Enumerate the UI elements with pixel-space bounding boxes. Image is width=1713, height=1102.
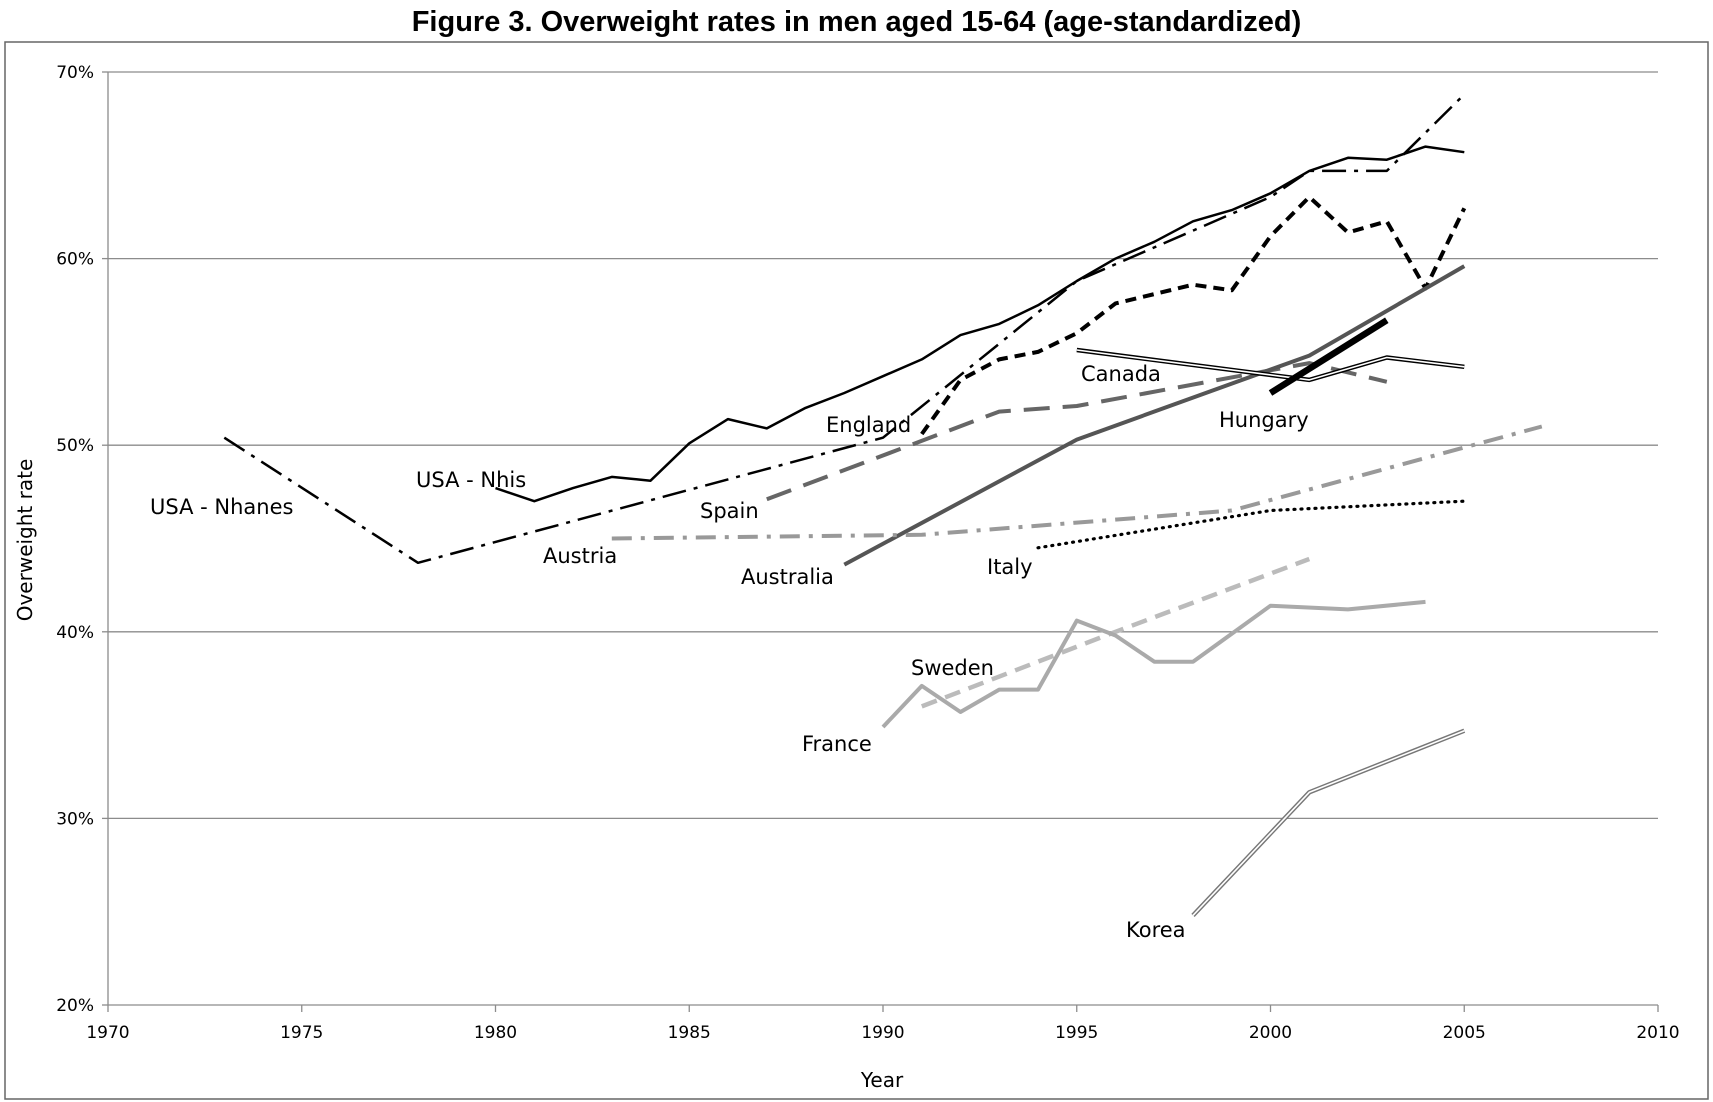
x-tick-label: 1995 [1055,1023,1098,1043]
chart-frame [4,41,1709,1100]
series-label-england: England [826,413,911,437]
series-line-usa-nhanes [223,93,1466,565]
x-tick-label: 1980 [474,1023,517,1043]
series-label-australia: Australia [741,565,834,589]
y-tick-label: 70% [56,63,94,83]
x-axis-title: Year [860,1068,904,1092]
y-tick-label: 60% [56,250,94,270]
series-label-italy: Italy [987,555,1033,579]
series-labels: USA - Nhanes USA - Nhis England Spain Austra… [150,362,1309,942]
series-line-france [881,599,1426,729]
series-line-australia [843,264,1466,567]
series-line-korea [1191,728,1466,917]
series-lines [223,93,1543,917]
x-tick-label: 1985 [668,1023,711,1043]
x-tick-label: 2005 [1443,1023,1486,1043]
series-label-austria: Austria [543,544,617,568]
series-label-usa-nhis: USA - Nhis [416,468,526,492]
y-axis-title: Overweight rate [13,459,37,622]
series-label-hungary: Hungary [1219,408,1309,432]
x-tick-label: 1970 [86,1023,129,1043]
x-tick-label: 1975 [280,1023,323,1043]
series-label-france: France [802,732,872,756]
series-label-korea: Korea [1126,918,1186,942]
y-tick-label: 40% [56,623,94,643]
y-tick-label: 50% [56,436,94,456]
gridlines [108,71,1658,820]
series-label-spain: Spain [700,499,759,523]
series-label-usa-nhanes: USA - Nhanes [150,495,293,519]
series-line-usa-nhis [495,145,1465,503]
x-tick-label: 1990 [861,1023,904,1043]
series-line-england [920,195,1467,436]
x-tick-label: 2010 [1636,1023,1679,1043]
series-line-austria [611,424,1543,541]
axes: 20% 30% 40% 50% 60% 70% 1970 1975 1980 1985 1990 19… [56,63,1679,1043]
series-line-inner-korea [1192,729,1465,916]
x-tick-label: 2000 [1249,1023,1292,1043]
series-line-inner-canada [1076,349,1465,381]
series-line-hungary [1268,317,1389,396]
series-label-canada: Canada [1081,362,1161,386]
series-label-sweden: Sweden [911,656,994,680]
chart-title: Figure 3. Overweight rates in men aged 1… [411,6,1302,38]
series-line-italy [1036,499,1466,550]
y-tick-label: 20% [56,996,94,1016]
y-tick-label: 30% [56,809,94,829]
series-line-spain [766,361,1388,502]
series-line-sweden [920,556,1311,709]
